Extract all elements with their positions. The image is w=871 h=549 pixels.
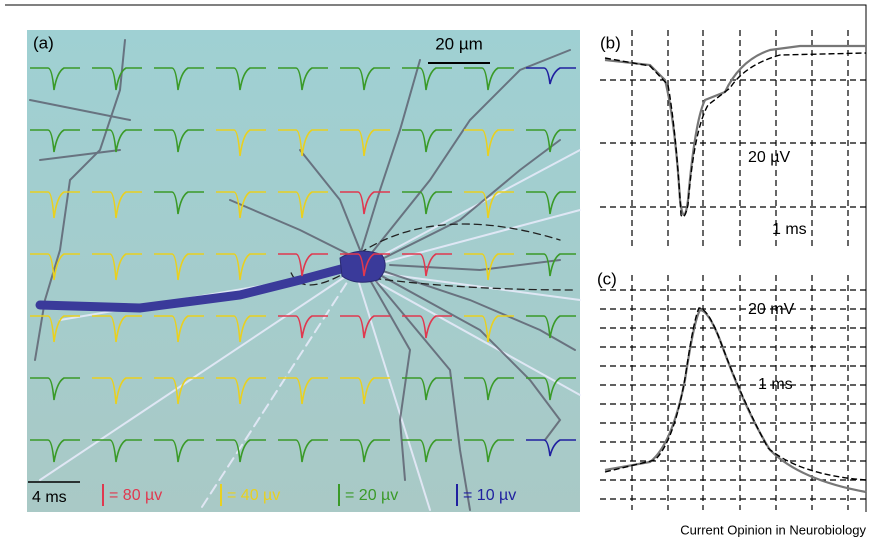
spike-trace [340,315,390,339]
legend-label: = 40 µv [227,487,280,504]
spike-trace [278,67,328,91]
trace-model [604,52,867,218]
spike-trace [340,377,390,405]
spike-trace [30,253,80,281]
spike-trace [340,439,390,463]
spike-trace [464,67,514,91]
spike-trace [216,129,266,157]
spike-trace [92,377,142,405]
legend-label: = 80 µv [109,487,162,504]
spike-grid [30,67,576,463]
spike-trace [464,315,514,343]
panel-label: (b) [600,33,621,52]
spike-trace [278,129,328,157]
spike-trace [154,439,204,463]
spike-trace [526,253,576,277]
spike-trace [464,191,514,219]
spike-trace [340,67,390,91]
spike-trace [216,439,266,463]
spike-trace [526,377,576,401]
spike-trace [92,129,142,153]
spike-trace [402,129,452,153]
spike-trace [30,191,80,219]
panel-label: (c) [597,269,617,288]
time-scale-label: 4 ms [32,489,67,506]
spike-trace [340,253,390,277]
spike-trace [92,439,142,463]
spike-trace [402,439,452,463]
time-scale-label: 1 ms [758,376,793,393]
spike-trace [216,67,266,91]
spike-trace [154,377,204,405]
spike-trace [30,377,80,401]
spike-trace [278,191,328,219]
legend-label: = 10 µv [463,487,516,504]
spike-trace [402,377,452,401]
credit: Current Opinion in Neurobiology [680,522,866,537]
length-scale-label: 20 µm [435,34,483,53]
spike-trace [30,129,80,153]
figure-border [5,4,867,512]
spike-trace [92,191,142,219]
spike-trace [30,67,80,91]
spike-trace [340,129,390,157]
spike-trace [154,253,204,281]
neuron [29,39,581,511]
time-scale-label: 1 ms [772,221,807,238]
spike-trace [92,67,142,91]
spike-trace [278,315,328,339]
trace-recorded [604,308,867,494]
spike-trace [30,439,80,463]
spike-trace [278,439,328,463]
spike-trace [278,253,328,277]
spike-trace [154,315,204,343]
spike-trace [464,439,514,463]
spike-trace [216,253,266,281]
spike-trace [278,377,328,405]
spike-trace [92,315,142,343]
amplitude-scale-label: 20 µV [748,149,790,166]
amplitude-scale-label: 20 mV [748,301,795,318]
spike-trace [402,253,452,277]
trace-model [604,307,867,481]
legend-label: = 20 µv [345,487,398,504]
spike-trace [464,129,514,157]
spike-trace [464,377,514,401]
trace-recorded [604,44,866,217]
spike-trace [526,129,576,153]
spike-trace [526,439,576,457]
spike-trace [464,253,514,281]
spike-trace [526,67,576,85]
panel-c [600,275,867,510]
spike-trace [526,315,576,339]
spike-trace [154,67,204,91]
spike-trace [216,377,266,405]
legend: = 80 µv = 40 µv = 20 µv = 10 µv [102,484,516,506]
panel-b [600,30,867,250]
spike-trace [216,191,266,219]
spike-trace [402,67,452,91]
spike-trace [402,191,452,215]
spike-trace [216,315,266,343]
spike-trace [340,191,390,215]
spike-trace [154,191,204,215]
spike-trace [154,129,204,153]
spike-trace [92,253,142,281]
panel-label: (a) [33,33,54,52]
spike-trace [526,191,576,215]
spike-trace [30,315,80,343]
spike-trace [402,315,452,339]
